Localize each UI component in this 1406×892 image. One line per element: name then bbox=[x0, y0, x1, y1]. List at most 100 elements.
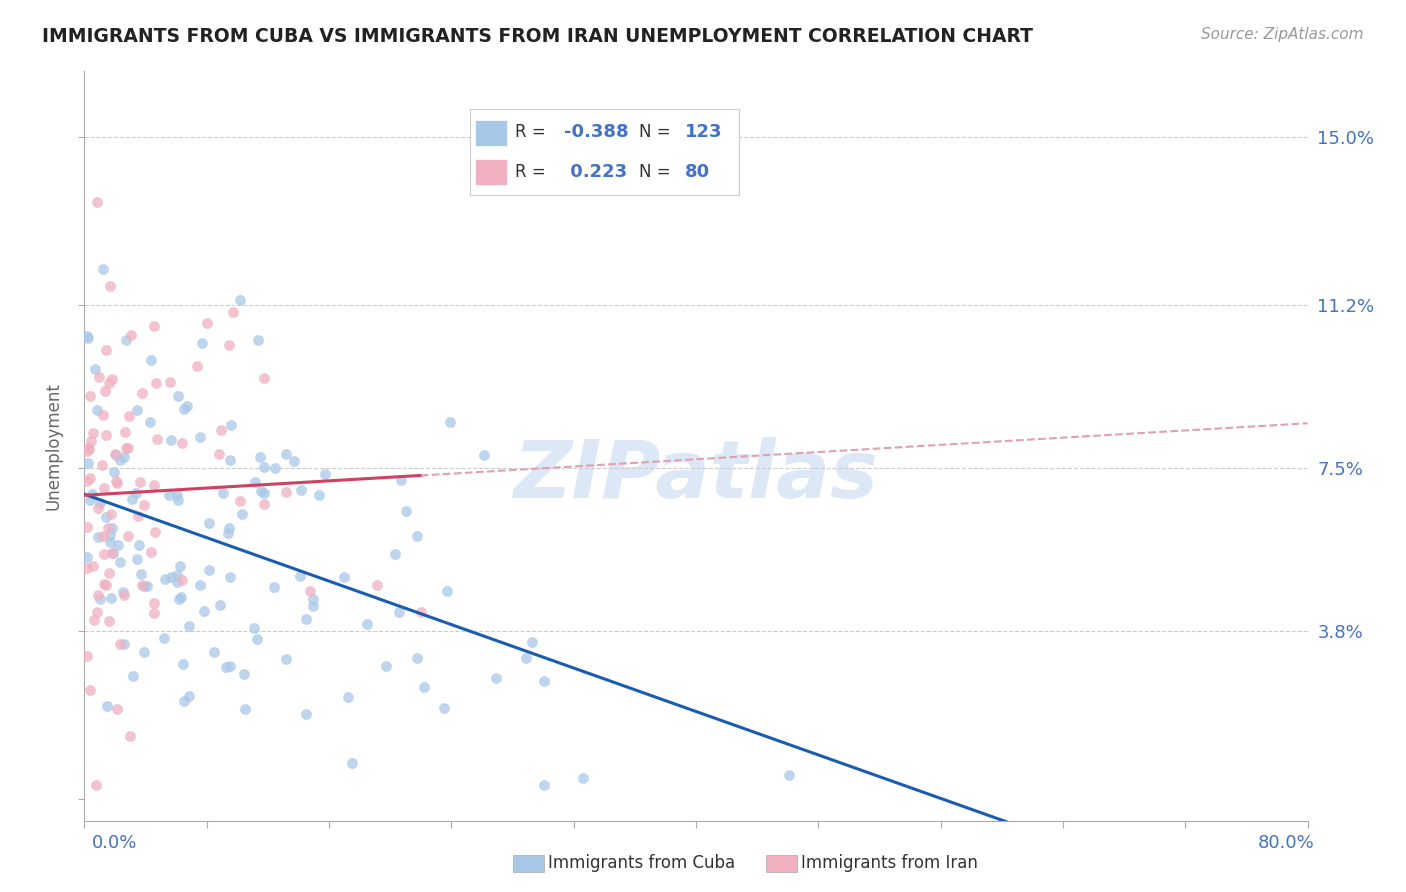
Point bbox=[132, 498, 155, 512]
Point bbox=[97, 521, 120, 535]
Point bbox=[98, 376, 121, 391]
Point bbox=[375, 659, 398, 673]
Point bbox=[308, 488, 330, 502]
Y-axis label: Unemployment: Unemployment bbox=[45, 382, 63, 510]
Point bbox=[76, 475, 98, 489]
Point bbox=[128, 538, 150, 552]
Point bbox=[166, 488, 188, 502]
Point bbox=[79, 492, 101, 507]
Point bbox=[202, 645, 225, 659]
Point bbox=[104, 474, 127, 488]
Point bbox=[107, 538, 129, 552]
Point bbox=[105, 476, 128, 491]
Point bbox=[112, 584, 135, 599]
Point bbox=[209, 598, 232, 612]
Point bbox=[93, 576, 115, 591]
Point bbox=[76, 648, 98, 663]
Point bbox=[246, 632, 269, 646]
Point bbox=[243, 621, 266, 635]
Point bbox=[439, 415, 461, 429]
Point bbox=[100, 591, 122, 606]
Point bbox=[90, 458, 112, 473]
Point bbox=[409, 605, 432, 619]
Point bbox=[89, 370, 111, 384]
Point bbox=[229, 293, 252, 307]
Point bbox=[127, 508, 149, 523]
Point bbox=[166, 574, 188, 589]
Point bbox=[82, 426, 104, 441]
Point bbox=[129, 566, 152, 581]
Point bbox=[179, 619, 201, 633]
Point bbox=[96, 698, 118, 713]
Point bbox=[138, 415, 160, 429]
Point bbox=[76, 561, 98, 575]
Point bbox=[173, 693, 195, 707]
Point bbox=[112, 450, 135, 464]
Point bbox=[533, 778, 555, 792]
Point bbox=[101, 546, 124, 560]
Point bbox=[132, 579, 155, 593]
Point bbox=[131, 578, 153, 592]
Point bbox=[91, 261, 114, 276]
Point bbox=[198, 516, 221, 531]
Point bbox=[153, 631, 176, 645]
Point bbox=[115, 441, 138, 455]
Point bbox=[250, 483, 273, 498]
Point bbox=[114, 425, 136, 439]
Point bbox=[333, 570, 356, 584]
Point bbox=[76, 444, 98, 458]
Point bbox=[82, 559, 104, 574]
Point bbox=[221, 417, 243, 432]
Point bbox=[86, 605, 108, 619]
Point bbox=[520, 635, 543, 649]
Point bbox=[233, 667, 256, 681]
Point bbox=[218, 521, 240, 535]
Point bbox=[406, 651, 429, 665]
Point bbox=[103, 465, 125, 479]
Point bbox=[101, 521, 124, 535]
Point bbox=[172, 657, 194, 672]
Point bbox=[131, 386, 153, 401]
Point bbox=[79, 471, 101, 485]
Point bbox=[79, 389, 101, 403]
Point bbox=[384, 548, 406, 562]
Point bbox=[778, 768, 800, 782]
Point bbox=[76, 329, 98, 343]
Point bbox=[167, 389, 190, 403]
Point bbox=[93, 384, 115, 399]
Point bbox=[86, 195, 108, 210]
Point bbox=[101, 545, 124, 559]
Point bbox=[122, 668, 145, 682]
Point bbox=[98, 535, 121, 549]
Point bbox=[93, 547, 115, 561]
Point bbox=[211, 485, 233, 500]
Point bbox=[247, 333, 270, 347]
Point bbox=[474, 448, 496, 462]
Point bbox=[177, 689, 200, 703]
Point bbox=[89, 592, 111, 607]
Point bbox=[76, 456, 98, 470]
Point bbox=[198, 563, 221, 577]
Point bbox=[252, 371, 274, 385]
Text: Source: ZipAtlas.com: Source: ZipAtlas.com bbox=[1201, 27, 1364, 42]
Point bbox=[218, 338, 240, 352]
Point bbox=[217, 525, 239, 540]
Point bbox=[129, 475, 152, 490]
Point bbox=[139, 353, 162, 368]
Point bbox=[86, 403, 108, 417]
Point bbox=[97, 566, 120, 581]
Point bbox=[145, 376, 167, 391]
Point bbox=[176, 399, 198, 413]
Point bbox=[170, 591, 193, 605]
Point bbox=[160, 570, 183, 584]
Point bbox=[159, 375, 181, 389]
Point bbox=[233, 702, 256, 716]
Point bbox=[299, 583, 322, 598]
Point bbox=[93, 529, 115, 543]
Point bbox=[436, 584, 458, 599]
Point bbox=[77, 331, 100, 345]
Point bbox=[114, 333, 136, 347]
Point bbox=[80, 487, 103, 501]
Point bbox=[208, 447, 231, 461]
Text: ZIPatlas: ZIPatlas bbox=[513, 437, 879, 515]
